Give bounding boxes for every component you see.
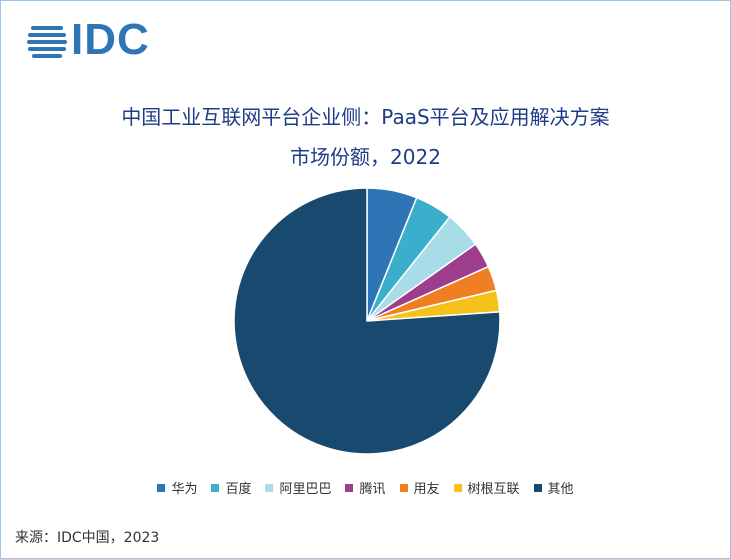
legend-swatch xyxy=(453,483,462,492)
legend-label: 树根互联 xyxy=(467,482,520,497)
legend-label: 华为 xyxy=(171,482,198,497)
legend: 华为 百度 阿里巴巴 腾讯 用友 树根互联 其他 xyxy=(1,478,730,497)
legend-item: 华为 xyxy=(157,478,197,497)
chart-title: 市场份额，2022 xyxy=(290,145,441,169)
legend-item: 树根互联 xyxy=(453,478,520,497)
legend-swatch xyxy=(345,483,354,492)
legend-item: 阿里巴巴 xyxy=(265,478,331,497)
legend-swatch xyxy=(157,483,166,492)
logo: IDC xyxy=(27,15,150,65)
logo-text: IDC xyxy=(71,15,150,64)
legend-item: 腾讯 xyxy=(345,478,386,497)
legend-label: 腾讯 xyxy=(359,482,386,497)
pie-slice xyxy=(233,187,501,455)
legend-item: 百度 xyxy=(211,478,251,497)
source: 来源：IDC中国，2023 xyxy=(15,530,160,546)
legend-label: 百度 xyxy=(225,482,252,497)
legend-swatch xyxy=(265,483,274,492)
pie-chart xyxy=(233,187,501,455)
legend-item: 其他 xyxy=(533,478,574,497)
legend-label: 用友 xyxy=(413,482,440,497)
legend-label: 其他 xyxy=(547,482,574,497)
legend-label: 阿里巴巴 xyxy=(279,482,332,497)
legend-item: 用友 xyxy=(399,478,440,497)
logo-globe xyxy=(27,26,67,58)
legend-swatch xyxy=(211,483,220,492)
legend-swatch xyxy=(399,483,408,492)
chart-title: 中国工业互联网平台企业侧：PaaS平台及应用解决方案 xyxy=(121,105,610,129)
legend-swatch xyxy=(533,483,542,492)
